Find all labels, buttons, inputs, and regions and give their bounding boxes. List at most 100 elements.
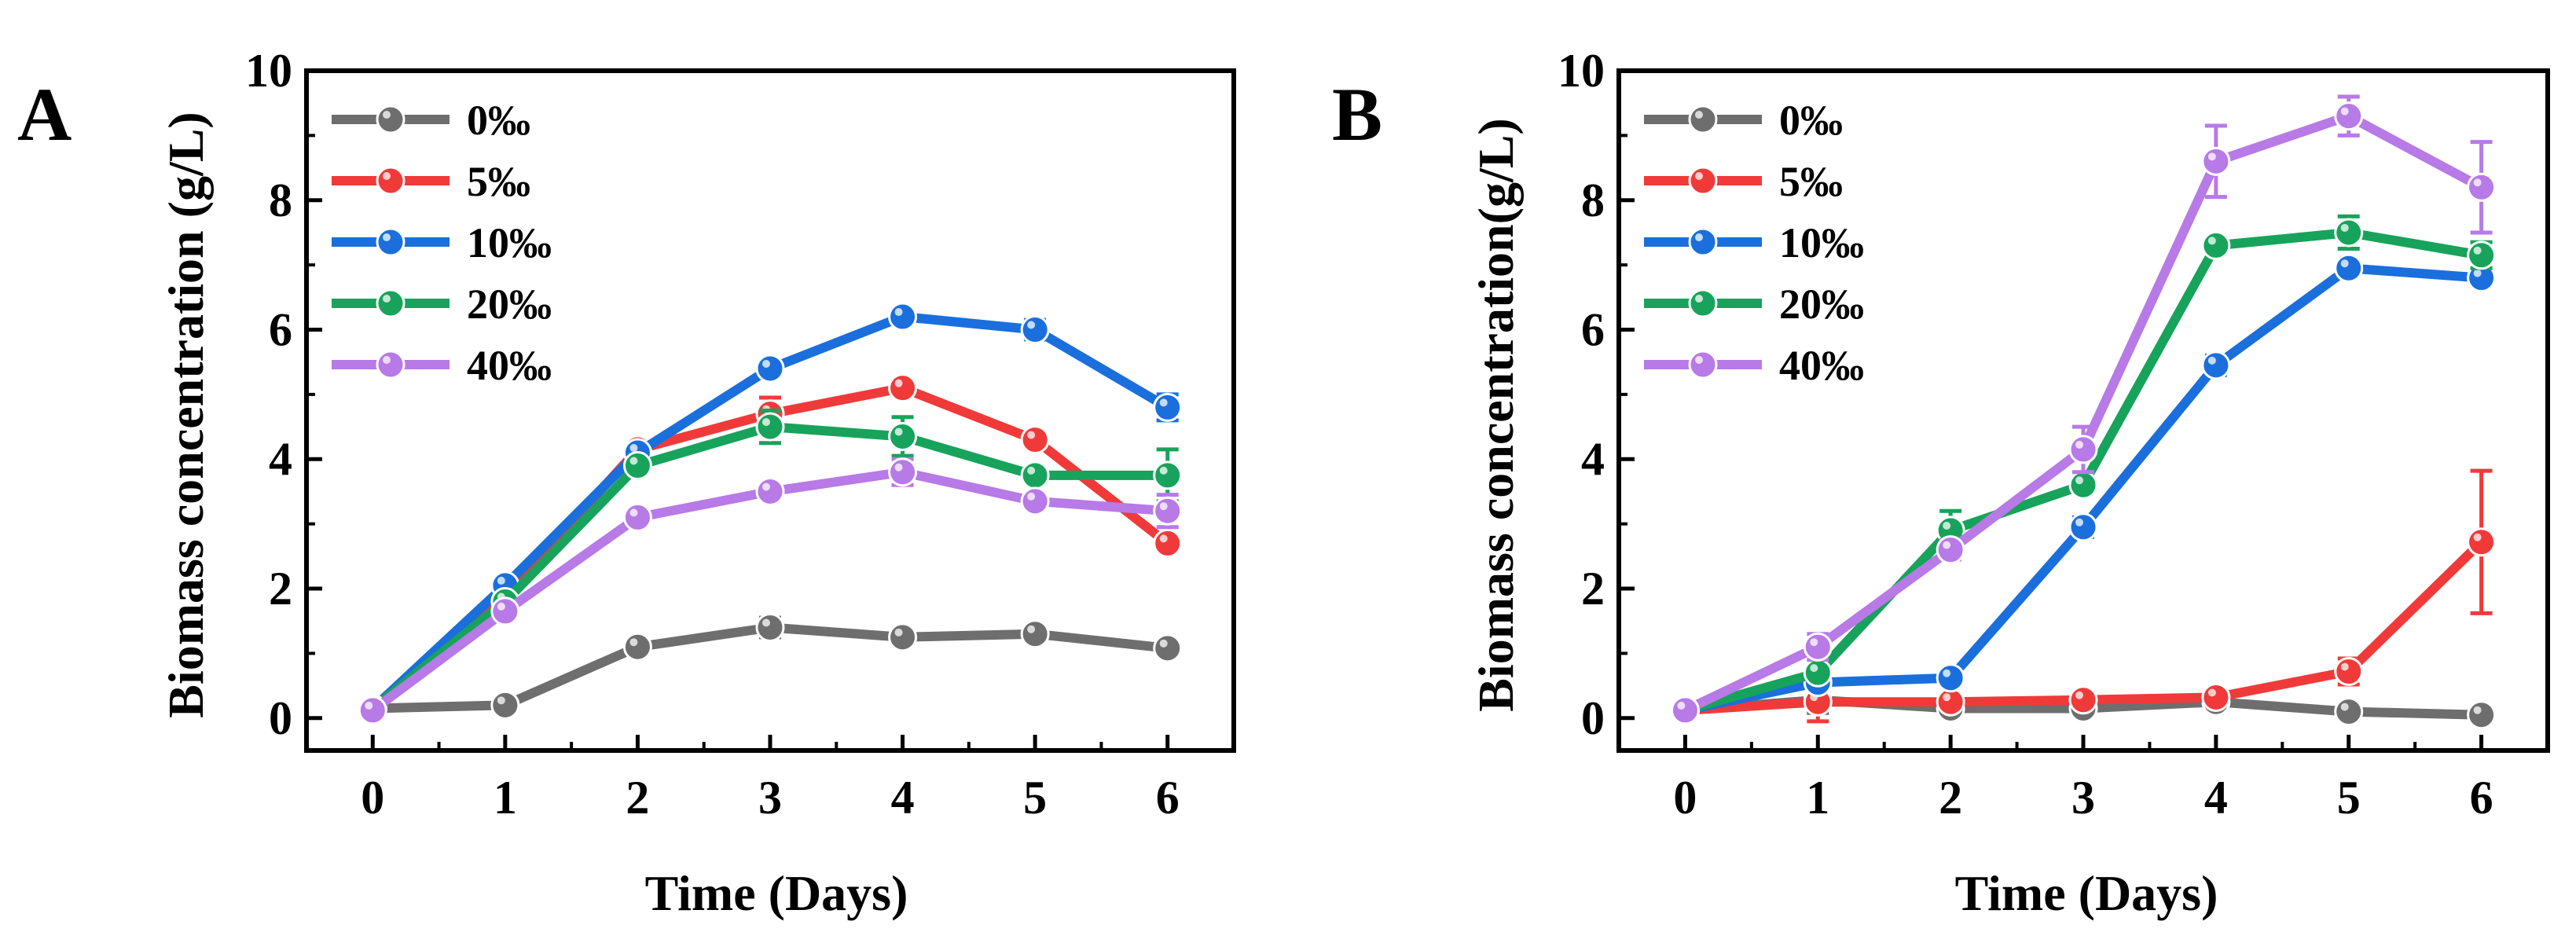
data-point: [358, 695, 387, 725]
legend-item: 40‰: [332, 342, 552, 389]
legend-label: 5‰: [1779, 158, 1843, 205]
legend-marker: [376, 105, 405, 134]
data-point: [2201, 230, 2231, 260]
legend-marker: [1688, 227, 1718, 257]
legend-item: 0‰: [1644, 97, 1843, 144]
panel-a-x-tick-label: 1: [494, 772, 517, 824]
panel-b-x-tick-label: 0: [1673, 772, 1697, 824]
legend-item: 20‰: [332, 281, 552, 328]
data-point: [622, 502, 652, 532]
panel-a-y-axis-label: Biomass concentration (g/L): [158, 112, 214, 718]
panel-a-letter: A: [17, 72, 72, 156]
data-point: [2068, 435, 2098, 464]
data-point: [755, 354, 785, 383]
panel-b-legend: 0‰ 5‰ 10‰ 20‰ 40‰: [1644, 97, 1864, 389]
legend-item: 5‰: [1644, 158, 1843, 205]
panel-b-axis-frame: [1616, 68, 2550, 753]
data-point: [2467, 240, 2497, 270]
data-point: [2467, 172, 2497, 202]
panel-a-y-tick-label: 2: [269, 563, 292, 615]
data-point: [622, 451, 652, 481]
data-point: [2334, 101, 2364, 131]
data-point: [888, 622, 918, 652]
panel-a-y-tick-label: 8: [269, 174, 292, 226]
data-point: [1670, 695, 1700, 725]
panel-a-y-tick-label: 4: [269, 433, 292, 485]
data-point: [888, 421, 918, 451]
panel-b-y-tick-label: 8: [1581, 174, 1605, 226]
panel-a-y-tick-label: 10: [245, 45, 292, 97]
data-point: [2068, 685, 2098, 715]
data-point: [1153, 392, 1183, 422]
data-point: [2201, 146, 2231, 176]
panel-a-x-tick-label: 5: [1023, 772, 1047, 824]
panel-a-plot-area: 0 2 4 6 8 10 0 1 2 3 4 5 6 0‰ 5‰ 10‰ 20‰ 40‰: [245, 45, 1236, 824]
data-point: [1020, 425, 1050, 455]
data-point: [2467, 700, 2497, 730]
data-point: [1936, 535, 1965, 565]
panel-a-x-tick-label: 0: [361, 772, 384, 824]
legend-item: 20‰: [1644, 281, 1864, 328]
legend-item: 0‰: [332, 97, 530, 144]
panel-b-y-tick-label: 10: [1558, 45, 1605, 97]
data-point: [2068, 512, 2098, 542]
legend-marker: [376, 166, 405, 196]
panel-b-y-tick-label: 4: [1581, 433, 1605, 485]
data-point: [1153, 633, 1183, 663]
legend-label: 20‰: [1779, 281, 1864, 328]
data-point: [1153, 528, 1183, 558]
panel-a-series-4: [358, 457, 1183, 725]
legend-label: 0‰: [1779, 97, 1843, 144]
legend-label: 40‰: [467, 342, 552, 389]
legend-label: 10‰: [467, 219, 552, 266]
legend-item: 10‰: [332, 219, 552, 266]
data-point: [2467, 527, 2497, 557]
panel-b-x-axis-label: Time (Days): [1955, 865, 2218, 921]
legend-label: 5‰: [467, 158, 530, 205]
panel-a-x-tick-label: 2: [626, 772, 649, 824]
legend-label: 40‰: [1779, 342, 1864, 389]
data-point: [2467, 263, 2497, 293]
data-point: [2334, 218, 2364, 248]
data-point: [2201, 682, 2231, 712]
legend-label: 20‰: [467, 281, 552, 328]
legend-item: 40‰: [1644, 342, 1864, 389]
panel-b-x-tick-label: 4: [2204, 772, 2228, 824]
data-point: [1020, 460, 1050, 490]
panel-b-y-tick-label: 2: [1581, 563, 1605, 615]
panel-b-plot-area: 0 2 4 6 8 10 0 1 2 3 4 5 6 0‰ 5‰ 10‰ 20‰ 40‰: [1558, 45, 2550, 824]
legend-marker: [1688, 288, 1718, 318]
data-point: [1936, 687, 1965, 717]
data-point: [1153, 460, 1183, 490]
data-point: [1020, 486, 1050, 516]
legend-marker: [1688, 105, 1718, 134]
legend-marker: [1688, 350, 1718, 380]
data-point: [2334, 253, 2364, 283]
panel-a-x-axis-label: Time (Days): [645, 865, 908, 921]
panel-b-x-tick-label: 6: [2470, 772, 2493, 824]
panel-b-x-tick-label: 1: [1806, 772, 1829, 824]
panel-a-y-tick-label: 6: [269, 304, 292, 356]
panel-b-series-1: [1670, 468, 2497, 725]
panel-b-y-tick-label: 0: [1581, 692, 1605, 744]
legend-label: 10‰: [1779, 219, 1864, 266]
data-point: [622, 632, 652, 662]
data-point: [490, 596, 520, 626]
data-point: [755, 412, 785, 442]
panel-b-y-axis-label: Biomass concentration(g/L): [1468, 118, 1524, 712]
panel-b-x-tick-label: 3: [2071, 772, 2095, 824]
legend-marker: [1688, 166, 1718, 196]
panel-a-x-tick-label: 6: [1156, 772, 1180, 824]
data-point: [888, 302, 918, 332]
data-point: [1020, 619, 1050, 649]
series-line: [369, 422, 1168, 713]
panel-a-x-tick-label: 4: [891, 772, 915, 824]
panel-a-x-tick-label: 3: [758, 772, 782, 824]
legend-marker: [376, 350, 405, 380]
data-point: [2068, 470, 2098, 500]
legend-marker: [376, 288, 405, 318]
legend-marker: [376, 227, 405, 257]
series-line: [1682, 111, 2484, 715]
panel-a-y-tick-label: 0: [269, 692, 292, 744]
